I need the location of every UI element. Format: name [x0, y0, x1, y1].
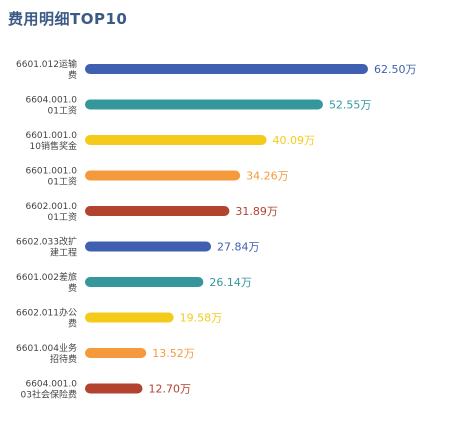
value-label: 62.50万: [374, 63, 417, 76]
category-label: 6601.004业务招待费: [16, 342, 77, 365]
category-label: 6602.011办公费: [16, 307, 77, 330]
category-label: 6601.012运输费: [16, 58, 77, 81]
bar: [85, 170, 241, 181]
bar: [85, 64, 368, 74]
bar: [85, 348, 147, 358]
bar: [85, 277, 204, 287]
category-label: 6604.001.0 01工资: [25, 96, 77, 117]
value-label: 19.58万: [180, 312, 223, 325]
category-label: 6604.001.0 03社会保险费: [21, 380, 78, 401]
value-label: 40.09万: [273, 134, 316, 147]
category-label: 6601.001.0 01工资: [25, 167, 77, 188]
value-label: 13.52万: [152, 347, 195, 360]
category-label: 6602.033改扩建工程: [16, 236, 77, 259]
category-label: 6601.001.0 10销售奖金: [25, 131, 77, 152]
bar: [85, 135, 267, 145]
chart-title: 费用明细TOP10: [8, 10, 128, 28]
value-label: 26.14万: [209, 276, 252, 289]
bar: [85, 206, 230, 216]
value-label: 31.89万: [235, 205, 278, 218]
bar: [85, 99, 323, 110]
bar: [85, 312, 174, 323]
category-label: 6602.001.0 01工资: [25, 202, 77, 223]
value-label: 27.84万: [217, 241, 259, 254]
value-label: 34.26万: [246, 170, 289, 183]
bar: [85, 383, 143, 394]
bar: [85, 241, 212, 252]
value-label: 52.55万: [329, 99, 372, 112]
category-label: 6601.002差旅费: [16, 271, 77, 294]
value-label: 12.70万: [149, 383, 192, 396]
